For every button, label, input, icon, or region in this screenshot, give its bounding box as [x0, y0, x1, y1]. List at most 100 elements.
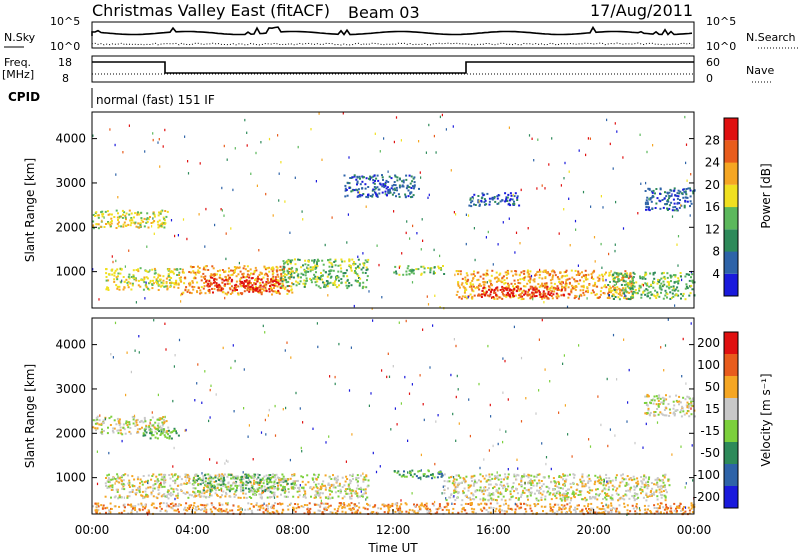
range-cell [472, 511, 475, 514]
cpid-label: CPID [8, 90, 40, 104]
range-cell [234, 490, 237, 493]
range-cell [682, 292, 685, 295]
range-cell [378, 192, 381, 195]
range-cell [473, 482, 476, 485]
range-cell [644, 395, 647, 398]
range-cell [163, 420, 166, 423]
range-cell [581, 276, 583, 279]
range-cell [230, 278, 233, 281]
range-cell [110, 220, 113, 222]
range-cell [218, 489, 221, 491]
range-cell [189, 271, 192, 274]
range-cell [225, 491, 227, 494]
range-cell [506, 196, 509, 199]
range-cell [239, 496, 242, 499]
range-cell [158, 492, 161, 495]
range-cell [220, 474, 222, 477]
range-cell [118, 496, 121, 499]
range-cell [482, 499, 485, 502]
range-cell [177, 282, 180, 285]
range-cell [618, 289, 621, 292]
range-cell [574, 279, 577, 282]
range-cell [432, 272, 435, 275]
range-cell [624, 275, 627, 278]
range-cell [407, 189, 410, 192]
range-cell [523, 278, 526, 281]
range-cell [339, 488, 342, 491]
range-cell [153, 276, 156, 279]
range-cell [129, 224, 132, 227]
range-cell [159, 212, 162, 215]
range-cell [300, 486, 303, 489]
range-cell [107, 485, 110, 488]
range-cell [485, 474, 488, 477]
range-cell [341, 476, 344, 479]
range-cell [208, 285, 211, 288]
range-cell [152, 211, 155, 214]
range-cell [154, 483, 157, 485]
range-cell [227, 485, 230, 488]
range-cell [646, 412, 649, 415]
range-cell [395, 270, 397, 273]
range-cell [582, 280, 585, 283]
range-cell [222, 474, 225, 477]
range-cell [94, 214, 96, 217]
range-cell [615, 507, 618, 510]
range-cell [632, 271, 635, 274]
range-cell [268, 270, 271, 273]
range-cell [147, 287, 149, 290]
range-cell [587, 474, 590, 477]
range-cell [290, 285, 293, 288]
noise-cell [563, 208, 565, 211]
range-cell [653, 277, 656, 280]
range-cell [612, 488, 615, 491]
range-cell [655, 403, 658, 406]
range-cell [156, 424, 159, 427]
range-cell [100, 211, 103, 214]
range-cell [124, 432, 127, 435]
range-cell [438, 473, 441, 475]
noise-cell [645, 181, 647, 185]
range-cell [576, 483, 579, 486]
range-cell [649, 197, 652, 200]
range-cell [96, 418, 99, 421]
noise-cell [492, 263, 494, 266]
range-cell [177, 283, 180, 286]
range-cell [178, 475, 181, 478]
range-cell [519, 293, 522, 296]
range-cell [272, 485, 275, 488]
range-cell [367, 186, 370, 188]
range-cell [293, 487, 296, 489]
range-cell [245, 475, 248, 478]
range-cell [234, 494, 237, 497]
range-cell [101, 428, 103, 431]
range-cell [263, 479, 266, 482]
range-cell [276, 476, 279, 479]
range-cell [248, 288, 251, 291]
range-cell [350, 492, 353, 495]
range-cell [485, 274, 488, 277]
range-cell [653, 399, 656, 402]
range-cell [331, 496, 334, 499]
range-cell [177, 476, 179, 479]
range-cell [506, 277, 508, 280]
range-cell [625, 489, 628, 492]
range-cell [161, 432, 164, 435]
range-cell [293, 474, 296, 477]
noise-cell [502, 221, 504, 224]
range-cell [337, 495, 340, 498]
range-cell [222, 480, 225, 483]
range-cell [554, 495, 557, 497]
range-cell [122, 483, 125, 485]
range-cell [286, 505, 289, 507]
noise-cell [220, 208, 222, 211]
range-cell [509, 498, 512, 501]
range-cell [690, 202, 693, 205]
noise-cell [124, 265, 126, 268]
range-cell [236, 486, 238, 489]
range-cell [96, 422, 99, 425]
range-cell [650, 293, 653, 296]
range-cell [590, 502, 593, 505]
range-cell [236, 476, 239, 479]
range-cell [127, 280, 130, 283]
